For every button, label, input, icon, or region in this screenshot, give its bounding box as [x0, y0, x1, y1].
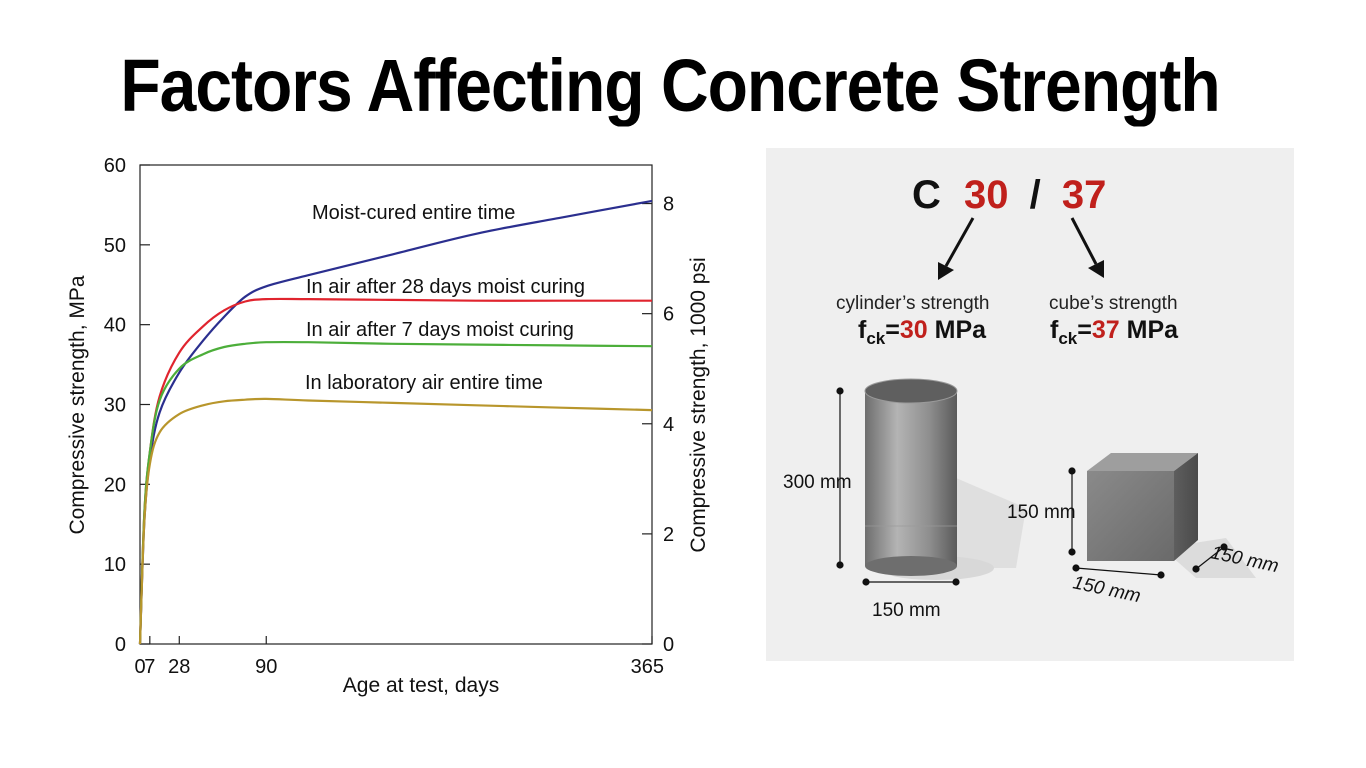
y-axis-ticks: 0 10 20 30 40 50 60	[104, 155, 150, 656]
series-line-2	[138, 340, 653, 645]
cube-depth-dimension	[1192, 543, 1228, 573]
cylinder-diameter-dimension	[862, 578, 960, 586]
cylinder-fck-value: 30	[900, 316, 928, 344]
cylinder-height-dimension	[836, 387, 844, 569]
y-tick-label: 10	[104, 554, 126, 576]
arrow-to-cylinder	[938, 217, 975, 280]
arrow-to-cube	[1070, 217, 1104, 278]
cylinder-diameter-label: 150 mm	[872, 600, 941, 621]
y-tick-label: 60	[104, 155, 126, 177]
x-tick-label: 365	[631, 656, 664, 678]
cylinder-strength-caption: cylinder’s strength	[836, 293, 989, 314]
plot-frame	[139, 164, 653, 645]
cylinder-f-symbol: f	[858, 316, 867, 344]
series-line-1	[138, 297, 652, 645]
x-axis-ticks: 07 28 90 365	[134, 636, 664, 678]
page-title: Factors Affecting Concrete Strength	[120, 43, 1220, 127]
cube-specimen	[1087, 453, 1256, 578]
series-label-air-after-7: In air after 7 days moist curing	[306, 319, 574, 341]
series-label-moist-cured: Moist-cured entire time	[312, 202, 515, 224]
grade-prefix: C	[912, 173, 941, 217]
x-tick-label: 7	[144, 656, 155, 678]
y-tick-label: 50	[104, 235, 126, 257]
y2-tick-label: 4	[663, 414, 674, 436]
cube-equals: =	[1077, 316, 1092, 344]
cylinder-height-label: 300 mm	[783, 472, 852, 493]
x-axis-label: Age at test, days	[343, 674, 499, 697]
cube-width-label: 150 mm	[1071, 572, 1143, 607]
y2-tick-label: 2	[663, 524, 674, 546]
cylinder-unit: MPa	[935, 316, 988, 344]
y-tick-label: 20	[104, 474, 126, 496]
series-line-0	[138, 199, 653, 645]
cube-height-label: 150 mm	[1007, 502, 1076, 523]
cube-strength-caption: cube’s strength	[1049, 293, 1178, 314]
cube-ck-subscript: ck	[1058, 329, 1077, 348]
y-tick-label: 40	[104, 315, 126, 337]
cube-height-dimension	[1068, 467, 1076, 556]
x-tick-label: 28	[168, 656, 190, 678]
series-label-lab-air: In laboratory air entire time	[305, 372, 543, 394]
series-lines	[138, 199, 653, 645]
y2-tick-label: 0	[663, 634, 674, 656]
y-tick-label: 0	[115, 634, 126, 656]
cube-fck-value: 37	[1092, 316, 1120, 344]
cube-f-symbol: f	[1050, 316, 1059, 344]
grade-slash: /	[1030, 173, 1041, 217]
x-tick-label: 0	[134, 656, 145, 678]
svg-text:C 30 / 37: C 30 / 37	[912, 173, 1106, 217]
series-line-3	[138, 397, 653, 645]
y2-axis-ticks: 0 2 4 6 8	[642, 194, 674, 656]
y-tick-label: 30	[104, 395, 126, 417]
x-tick-label: 90	[255, 656, 277, 678]
y2-tick-label: 6	[663, 304, 674, 326]
cylinder-equals: =	[885, 316, 900, 344]
y2-axis-label: Compressive strength, 1000 psi	[687, 257, 710, 552]
y2-tick-label: 8	[663, 194, 674, 216]
series-label-air-after-28: In air after 28 days moist curing	[306, 276, 585, 298]
cube-unit: MPa	[1127, 316, 1180, 344]
strength-class-panel: C 30 / 37 cylinder’s strength cube’s str…	[766, 148, 1294, 661]
cube-width-dimension	[1072, 564, 1165, 579]
y-axis-label: Compressive strength, MPa	[66, 275, 89, 534]
cylinder-specimen	[864, 378, 1026, 580]
cylinder-ck-subscript: ck	[866, 329, 885, 348]
grade-cylinder-value: 30	[964, 173, 1009, 217]
grade-cube-value: 37	[1062, 173, 1107, 217]
